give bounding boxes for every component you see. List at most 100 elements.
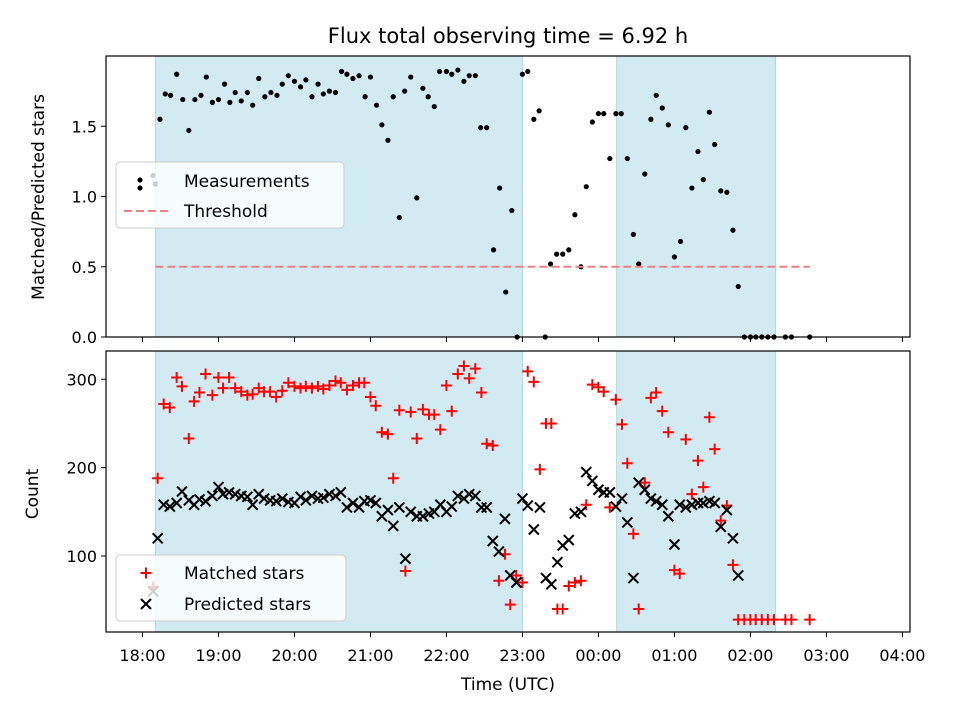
measurement-point [735,283,741,290]
matched-star-point [270,391,282,403]
matched-star-point [370,400,382,412]
matched-star-point [206,389,218,401]
measurement-point [402,88,408,94]
matched-star-point [627,528,639,540]
x-axis-label: Time (UTC) [460,675,555,695]
x-tick-label: 04:00 [879,646,925,665]
measurement-point [180,96,186,103]
matched-star-point [598,386,610,398]
measurement-point [583,184,589,190]
matched-star-point [504,599,516,611]
matched-star-point [481,438,493,450]
measurement-point [461,78,467,84]
legend-label: Predicted stars [184,595,311,615]
predicted-star-point [170,497,183,509]
matched-star-point [686,488,698,500]
x-tick-label: 21:00 [347,646,393,665]
measurement-point [332,89,339,96]
matched-star-point [317,383,329,395]
measurement-point [167,92,174,98]
predicted-star-point [668,538,681,551]
predicted-star-point [294,491,307,503]
measurement-point [455,67,461,73]
predicted-star-point [206,490,219,502]
matched-star-point [709,443,721,455]
predicted-star-point [241,491,254,503]
matched-star-point [223,372,235,384]
predicted-star-point [270,495,282,507]
matched-star-point [217,382,229,394]
predicted-star-point [721,504,733,516]
predicted-star-point [604,486,616,499]
matched-star-point [804,614,816,626]
predicted-star-point [586,475,599,487]
legend: Measurements Threshold [115,161,345,229]
matched-star-point [639,477,651,489]
predicted-star-point [493,545,505,558]
measurement-point [309,94,315,100]
predicted-star-point [246,499,259,511]
measurement-point [642,171,648,177]
measurement-point [285,73,291,79]
measurement-point [320,91,326,97]
x-tick-label: 22:00 [423,646,469,665]
measurement-point [472,73,478,79]
x-tick-label: 03:00 [803,646,849,665]
measurement-point [531,116,537,122]
predicted-star-point [715,521,727,533]
predicted-star-point [176,485,188,498]
matched-star-point [616,418,628,430]
matched-star-point [312,380,324,392]
matched-star-point [440,379,452,391]
predicted-star-point [399,552,412,565]
x-tick-label: 19:00 [195,646,241,665]
legend-x-icon [140,598,152,610]
matched-star-point [768,614,780,626]
matched-star-point [288,380,300,392]
matched-star-point [188,395,200,407]
measurement-point [344,71,350,77]
matched-star-point [434,424,446,436]
measurement-point [408,74,414,80]
predicted-star-point [469,490,482,502]
measurement-point [362,94,368,100]
y-axis-label-bottom: Count [23,468,43,519]
measurement-point [618,111,624,117]
predicted-star-point [528,523,540,536]
predicted-star-point [405,506,417,518]
matched-star-point [703,411,715,423]
measurement-point [613,111,619,117]
predicted-star-point [481,501,493,514]
predicted-star-point [639,484,651,496]
matched-star-point [171,372,183,384]
matched-star-point [563,580,575,592]
measurement-point [326,88,333,94]
y-tick-label: 200 [66,459,97,478]
matched-star-point [569,577,581,589]
measurement-point [250,102,256,108]
predicted-star-point [487,535,499,547]
matched-star-point [650,387,662,399]
measurement-point [431,103,437,110]
measurement-point [706,109,712,115]
matched-star-point [247,388,259,400]
measurement-point [203,74,209,80]
measurement-point [601,111,607,117]
matched-star-point [300,380,312,392]
legend-label: Threshold [183,202,268,222]
measurement-point [262,94,268,100]
legend: Matched stars Predicted stars [115,554,347,622]
measurement-point [536,108,542,114]
measurement-point [730,227,736,233]
measurement-point [303,77,309,83]
matched-star-point [347,379,359,391]
matched-star-point [633,603,645,615]
matched-star-point [158,398,170,410]
observing-window-band [616,55,776,338]
measurement-point [367,74,374,80]
predicted-star-point [575,506,587,518]
measurement-point [420,85,426,91]
predicted-star-point [732,569,744,582]
x-tick-label: 01:00 [651,646,697,665]
x-tick-label: 20:00 [271,646,317,665]
